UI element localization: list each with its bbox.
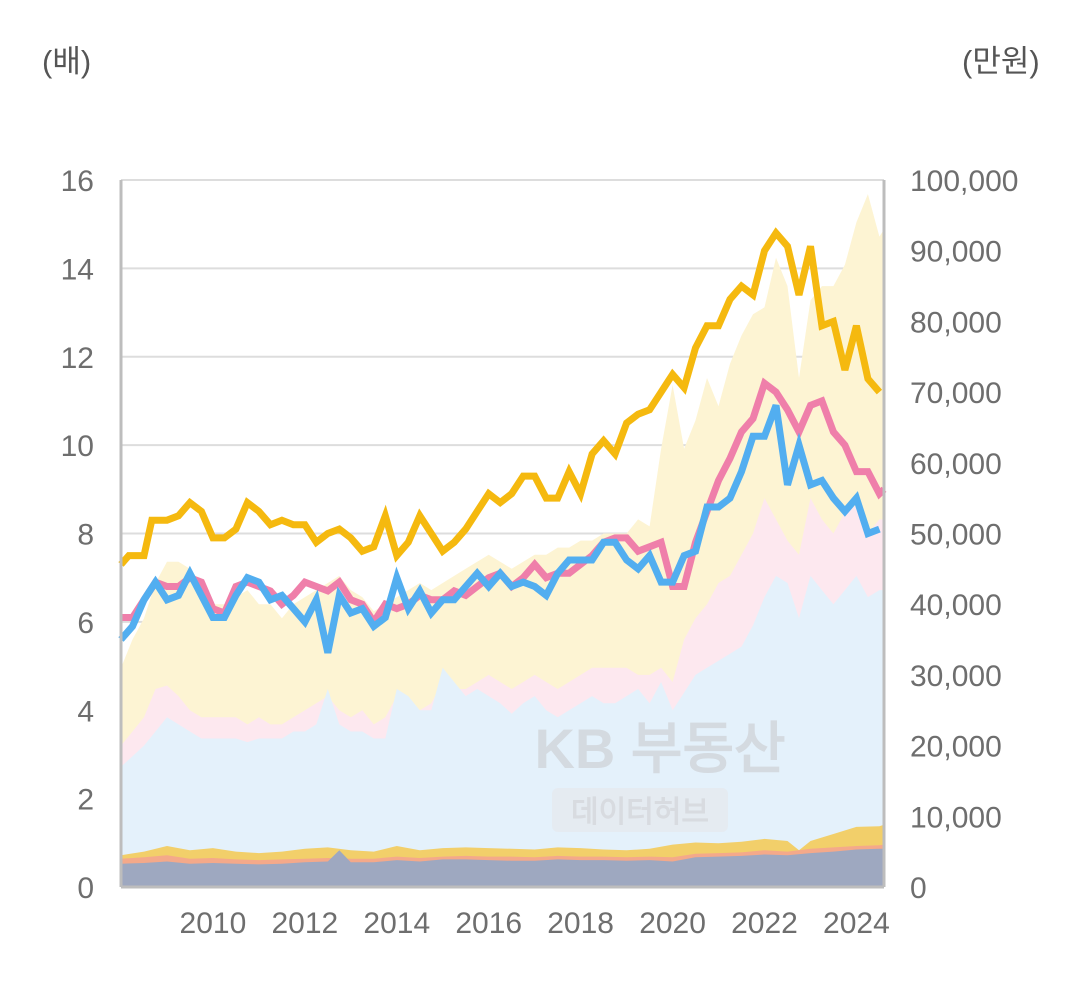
y-right-tick-label: 20,000 [910,731,1002,764]
y-left-tick-label: 6 [77,607,94,640]
x-tick-label: 2022 [731,907,798,940]
y-right-tick-label: 100,000 [910,165,1018,198]
watermark-badge [552,788,728,832]
line-series-3 [118,404,881,654]
y-right-tick-label: 70,000 [910,377,1002,410]
y-right-tick-label: 90,000 [910,236,1002,269]
y-left-tick-label: 12 [61,342,94,375]
x-tick-label: 2018 [547,907,614,940]
watermark-title: KB 부동산 [534,717,785,780]
area-series-group [121,194,884,888]
y-right-tick-label: 50,000 [910,519,1002,552]
axes [119,180,886,889]
watermark: KB 부동산 데이터허브 [534,717,786,832]
x-tick-label: 2016 [455,907,522,940]
y-left-tick-label: 14 [61,253,94,286]
tick-labels: 0 2 4 6 8 10 12 14 16 0 10,000 20,000 30,000 40,000 50… [61,165,1019,940]
y-right-tick-label: 80,000 [910,306,1002,339]
x-tick-label: 2024 [823,907,890,940]
y-left-tick-label: 2 [77,784,94,817]
left-axis-unit: (배) [42,44,91,79]
x-tick-label: 2010 [180,907,247,940]
y-right-tick-label: 30,000 [910,660,1002,693]
line-series-group [118,227,887,654]
y-left-tick-label: 8 [77,519,94,552]
y-left-tick-label: 0 [77,872,94,905]
x-tick-label: 2020 [639,907,706,940]
x-tick-label: 2012 [271,907,338,940]
y-right-tick-label: 10,000 [910,801,1002,834]
y-right-tick-label: 40,000 [910,589,1002,622]
y-right-tick-label: 0 [910,872,927,905]
watermark-subtitle: 데이터허브 [571,796,709,829]
area-series-6 [121,848,884,887]
y-left-tick-label: 10 [61,430,94,463]
x-tick-label: 2014 [363,907,430,940]
y-left-tick-label: 4 [77,695,94,728]
right-axis-unit: (만원) [962,44,1040,79]
y-left-tick-label: 16 [61,165,94,198]
line-series-1 [118,227,883,567]
y-right-tick-label: 60,000 [910,448,1002,481]
